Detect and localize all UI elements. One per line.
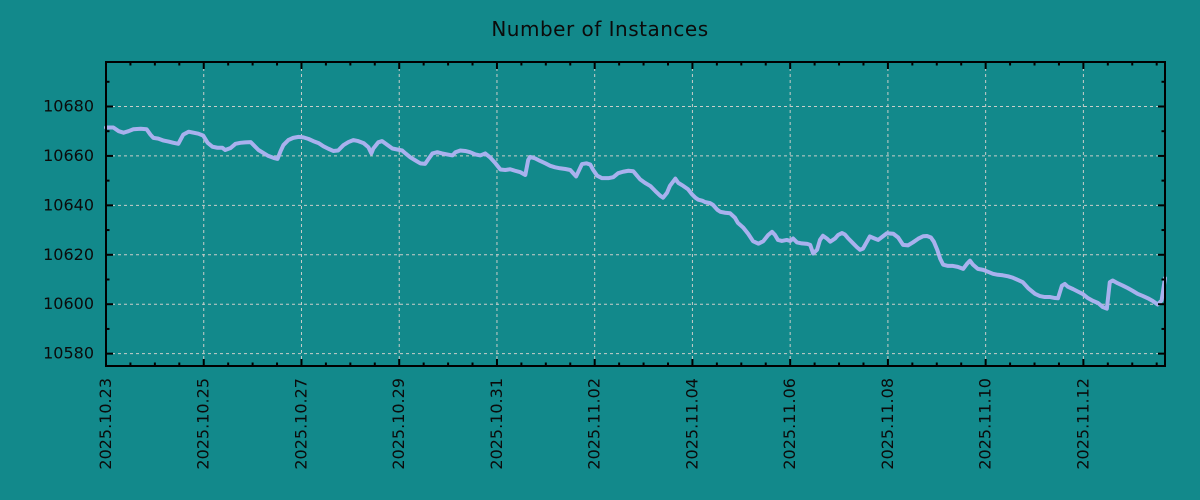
axis-ticks — [105, 62, 1165, 366]
svg-text:10660: 10660 — [43, 146, 94, 165]
svg-text:2025.11.08: 2025.11.08 — [878, 378, 897, 470]
plot-border — [105, 61, 1166, 367]
svg-text:10600: 10600 — [43, 294, 94, 313]
svg-text:2025.10.25: 2025.10.25 — [194, 378, 213, 470]
svg-text:10620: 10620 — [43, 245, 94, 264]
y-axis-labels: 10580 10600 10620 10640 10660 10680 — [43, 96, 94, 362]
svg-text:2025.11.10: 2025.11.10 — [976, 378, 995, 470]
svg-text:2025.11.12: 2025.11.12 — [1073, 378, 1092, 470]
svg-text:2025.10.29: 2025.10.29 — [389, 378, 408, 470]
svg-text:10640: 10640 — [43, 195, 94, 214]
svg-text:10680: 10680 — [43, 96, 94, 115]
instances-series-line — [104, 125, 1167, 311]
svg-text:2025.10.31: 2025.10.31 — [487, 378, 506, 470]
svg-text:2025.11.06: 2025.11.06 — [780, 378, 799, 470]
svg-text:2025.11.04: 2025.11.04 — [682, 378, 701, 470]
svg-text:2025.10.27: 2025.10.27 — [291, 378, 310, 470]
x-axis-labels: 2025.10.23 2025.10.25 2025.10.27 2025.10.29… — [96, 378, 1092, 470]
chart-title: Number of Instances — [491, 17, 709, 41]
svg-text:2025.10.23: 2025.10.23 — [96, 378, 115, 470]
svg-text:10580: 10580 — [43, 344, 94, 363]
grid-lines — [105, 62, 1165, 366]
svg-text:2025.11.02: 2025.11.02 — [585, 378, 604, 470]
